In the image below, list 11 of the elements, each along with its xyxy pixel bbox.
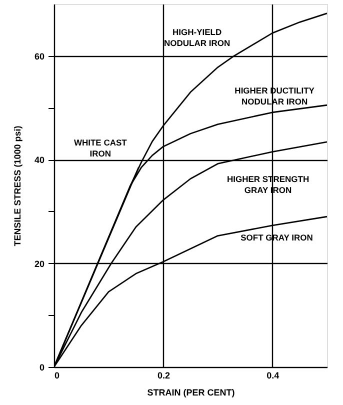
x-axis-title: STRAIN (PER CENT) [147,388,235,398]
series-label: HIGH-YIELD NODULAR IRON [164,27,230,48]
x-tick-label: 0.4 [266,370,280,380]
y-tick-label: 60 [34,51,44,62]
x-tick-label: 0.2 [157,370,170,380]
series-label: WHITE CAST IRON [74,137,128,158]
x-tick-label: 0 [54,370,60,380]
y-tick-label: 40 [34,155,44,166]
y-tick-label: 0 [39,362,44,372]
y-axis-title: TENSILE STRESS (1000 psi) [12,126,22,246]
y-tick-label: 20 [34,258,44,269]
